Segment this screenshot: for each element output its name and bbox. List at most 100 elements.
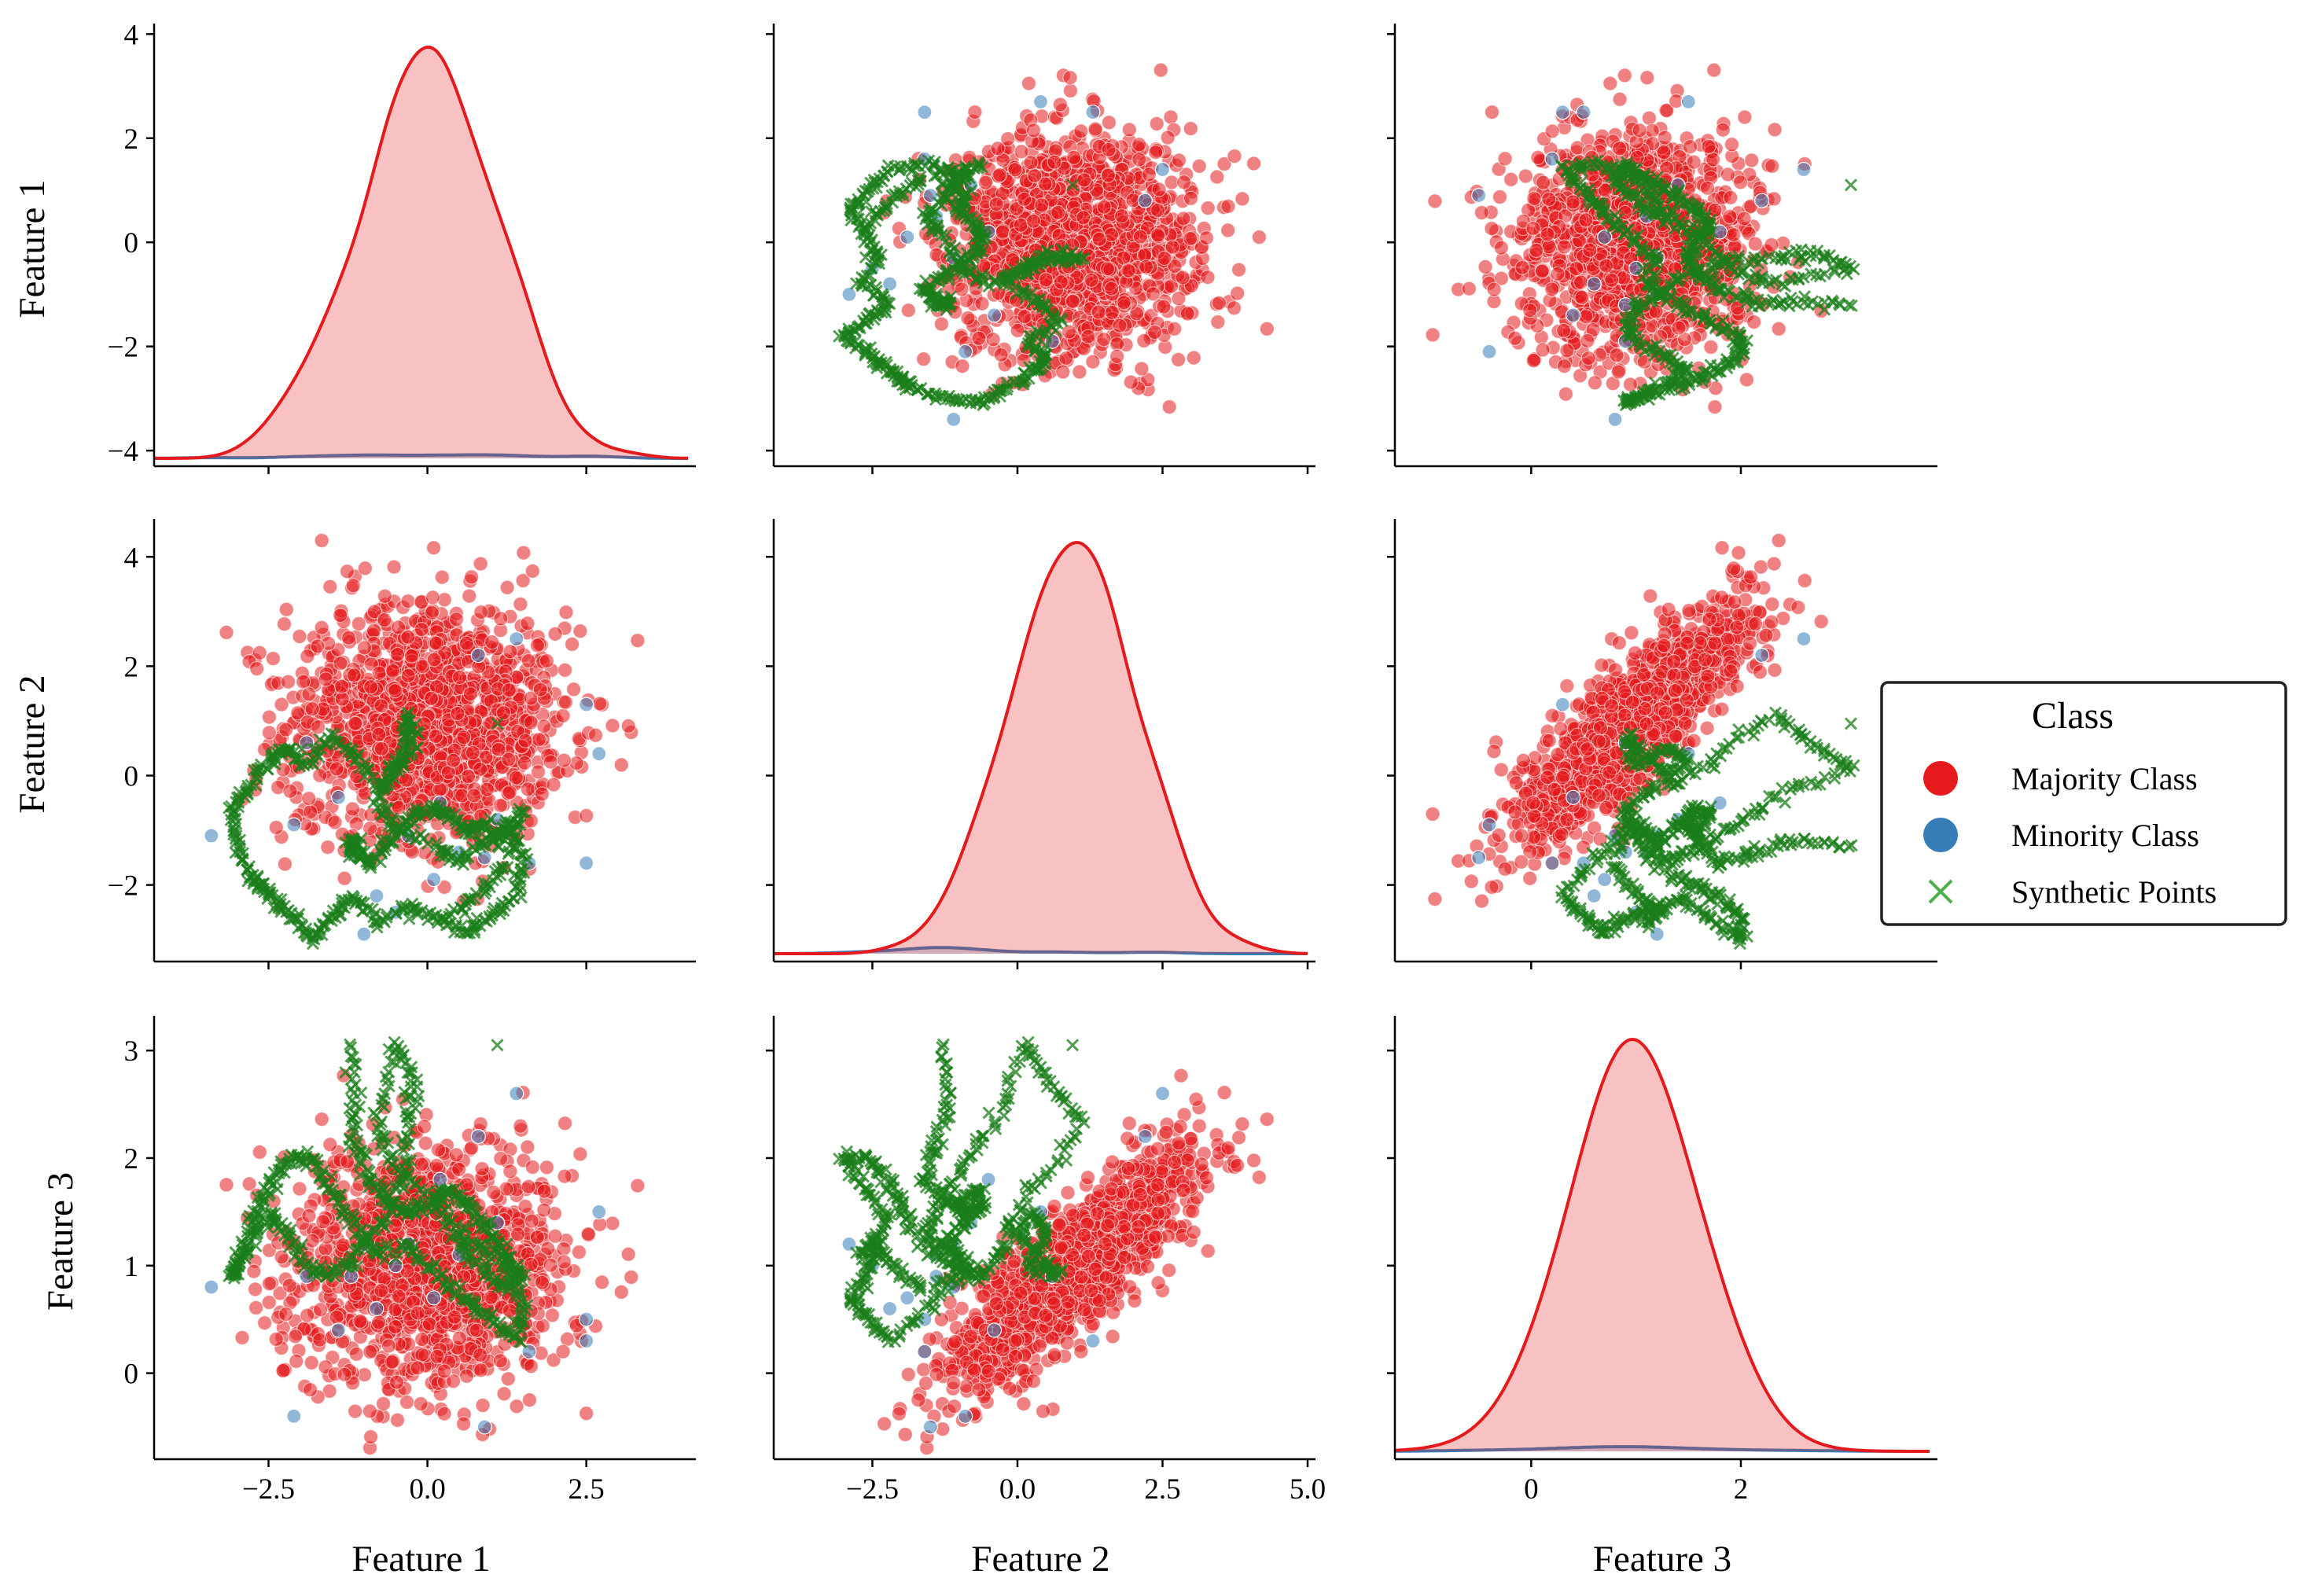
synthetic-point <box>1628 336 1641 350</box>
majority-point <box>1540 226 1555 242</box>
majority-point <box>1544 123 1560 139</box>
majority-point <box>1536 175 1551 190</box>
majority-point <box>436 879 452 895</box>
minority-point <box>900 230 915 245</box>
majority-point <box>1076 210 1091 226</box>
majority-point <box>1541 191 1557 207</box>
synthetic-point <box>1813 270 1827 283</box>
majority-point <box>1047 154 1062 170</box>
majority-point <box>565 682 582 697</box>
synthetic-point <box>1637 204 1650 218</box>
majority-point <box>1227 149 1242 164</box>
minority-point <box>1754 193 1770 208</box>
majority-point <box>1096 199 1112 215</box>
majority-point <box>1053 274 1069 290</box>
synthetic-point <box>1635 340 1648 354</box>
majority-point <box>1245 156 1262 171</box>
synthetic-point <box>973 158 986 171</box>
majority-point <box>1112 318 1128 333</box>
majority-point <box>1518 168 1533 184</box>
majority-point <box>630 633 646 649</box>
majority-point <box>1555 322 1572 338</box>
majority-point <box>1066 149 1082 165</box>
majority-point <box>1484 105 1500 120</box>
synthetic-point <box>1732 252 1746 266</box>
majority-point <box>1065 293 1081 310</box>
y-tick-label: −2 <box>108 332 138 364</box>
synthetic-point <box>928 169 941 182</box>
majority-point <box>1569 261 1584 277</box>
majority-point <box>1113 208 1130 224</box>
majority-point <box>1099 261 1116 277</box>
synthetic-point <box>1804 249 1817 263</box>
majority-point <box>990 141 1006 156</box>
majority-point <box>1131 137 1147 153</box>
majority-point <box>1617 68 1632 83</box>
majority-point <box>960 310 976 326</box>
minority-point <box>957 344 973 359</box>
synthetic-point <box>1761 296 1774 309</box>
majority-point <box>1597 182 1613 198</box>
majority-point <box>1123 374 1139 390</box>
majority-point <box>1037 176 1053 192</box>
panel-r1-c3 <box>1387 24 1937 474</box>
majority-point <box>1103 281 1120 296</box>
majority-point <box>1091 231 1107 247</box>
majority-point <box>1027 168 1043 184</box>
majority-point <box>1161 399 1177 415</box>
majority-point <box>1010 322 1025 338</box>
majority-point <box>1764 237 1779 253</box>
majority-point <box>1813 303 1829 319</box>
synthetic-point <box>1033 326 1047 340</box>
majority-point <box>1632 123 1647 138</box>
majority-point <box>1200 270 1216 285</box>
majority-point <box>1474 204 1490 221</box>
synthetic-point <box>1683 265 1698 278</box>
synthetic-point <box>1844 178 1858 192</box>
majority-point <box>1171 291 1187 307</box>
points-group <box>204 532 646 951</box>
majority-point <box>1163 109 1179 125</box>
majority-point <box>1171 153 1187 168</box>
majority-point <box>1739 372 1754 388</box>
synthetic-point <box>911 384 924 397</box>
majority-point <box>1061 324 1077 340</box>
synthetic-point <box>1019 262 1032 275</box>
synthetic-point <box>1636 244 1650 257</box>
synthetic-point <box>849 341 863 355</box>
minority-point <box>917 105 933 120</box>
majority-point <box>1148 145 1164 160</box>
majority-point <box>1062 70 1078 86</box>
synthetic-point <box>1687 241 1701 254</box>
synthetic-point <box>1828 266 1842 279</box>
majority-point <box>1726 227 1742 243</box>
synthetic-point <box>1660 214 1674 228</box>
y-tick-label: 4 <box>124 19 139 51</box>
majority-point <box>1120 263 1136 278</box>
majority-point <box>1145 286 1161 302</box>
majority-point <box>1038 272 1054 288</box>
majority-point <box>1101 115 1117 131</box>
majority-point <box>1176 175 1192 190</box>
majority-point <box>322 579 338 594</box>
majority-point <box>977 175 994 190</box>
majority-point <box>1701 138 1716 154</box>
majority-point <box>1091 304 1106 320</box>
majority-point <box>1486 281 1502 297</box>
synthetic-point <box>1656 284 1669 297</box>
majority-point <box>1216 156 1232 172</box>
synthetic-point <box>869 214 882 228</box>
majority-point <box>1558 386 1574 402</box>
majority-point <box>1175 270 1190 285</box>
majority-point <box>1497 151 1513 167</box>
majority-point <box>1484 221 1499 237</box>
synthetic-point <box>1805 267 1818 281</box>
majority-point <box>558 605 574 620</box>
majority-point <box>1529 242 1544 258</box>
majority-point <box>1025 213 1042 229</box>
majority-point <box>1136 333 1152 348</box>
majority-point <box>1705 152 1721 167</box>
majority-point <box>340 630 357 645</box>
majority-point <box>1541 239 1557 255</box>
